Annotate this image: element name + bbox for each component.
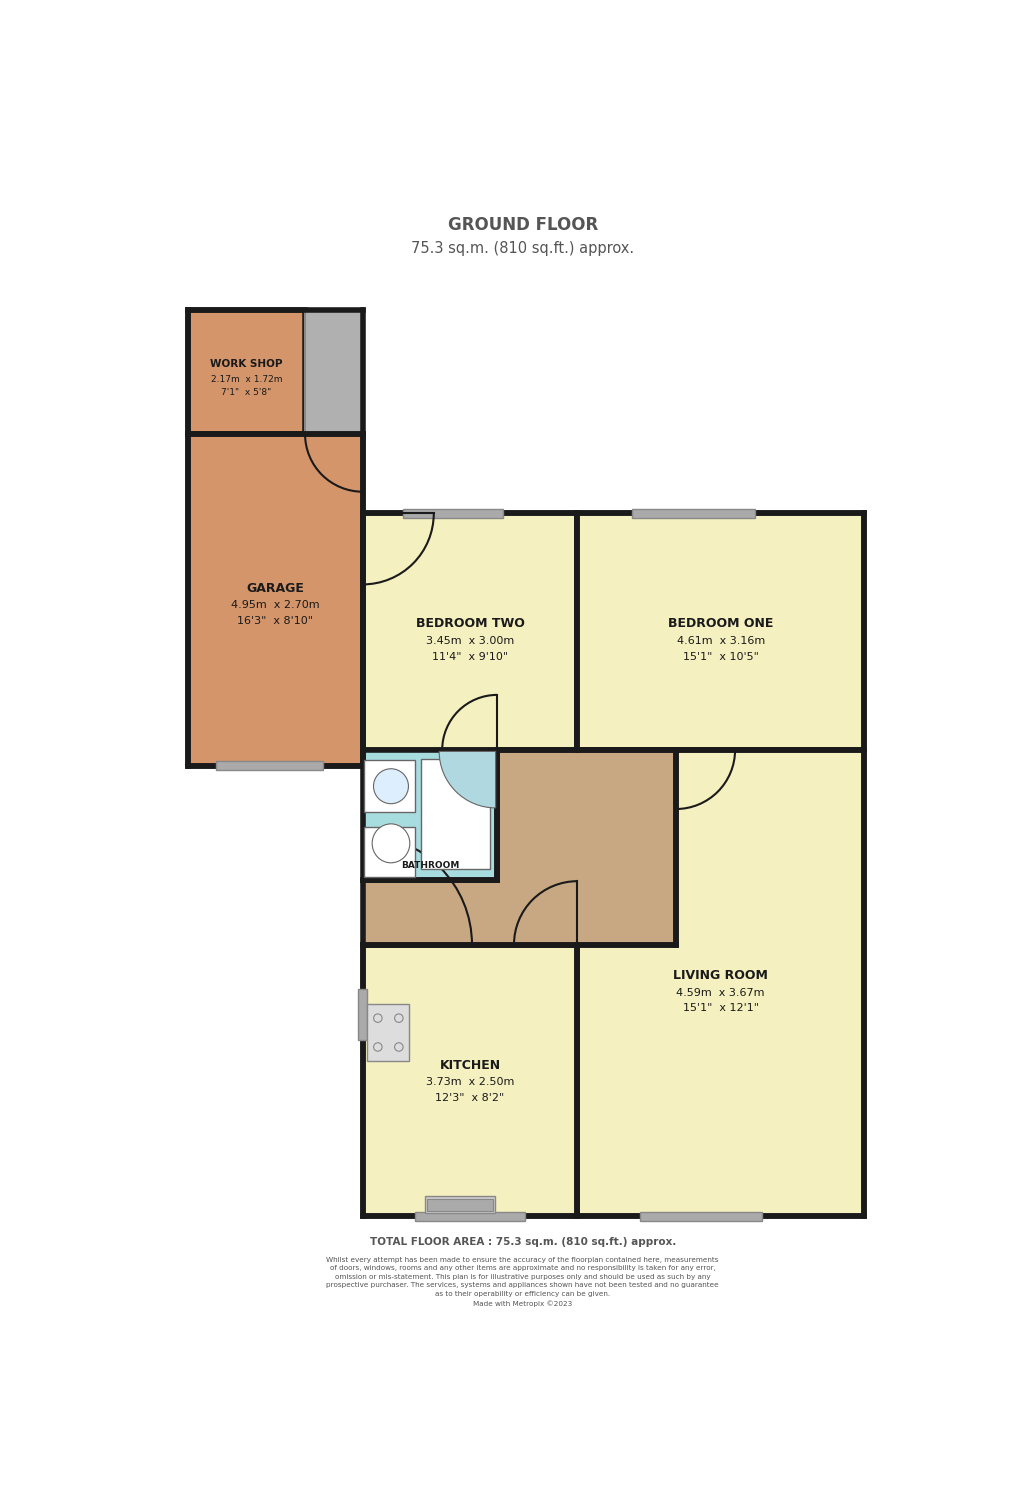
Polygon shape <box>305 310 363 435</box>
Text: GARAGE: GARAGE <box>247 582 304 595</box>
Bar <box>420 758 490 869</box>
Text: 15'1"  x 12'1": 15'1" x 12'1" <box>682 1003 758 1013</box>
Text: 75.3 sq.m. (810 sq.ft.) approx.: 75.3 sq.m. (810 sq.ft.) approx. <box>411 241 634 256</box>
Polygon shape <box>363 944 577 1217</box>
Ellipse shape <box>372 824 410 863</box>
Text: BEDROOM ONE: BEDROOM ONE <box>667 618 772 631</box>
Text: 16'3"  x 8'10": 16'3" x 8'10" <box>237 616 313 627</box>
Text: BATHROOM: BATHROOM <box>400 862 459 871</box>
Polygon shape <box>187 435 363 766</box>
Bar <box>358 989 367 1040</box>
Bar <box>639 1211 761 1222</box>
Bar <box>632 508 754 519</box>
Text: 4.61m  x 3.16m: 4.61m x 3.16m <box>676 636 764 646</box>
Text: 11'4"  x 9'10": 11'4" x 9'10" <box>432 652 507 661</box>
Text: GROUND FLOOR: GROUND FLOOR <box>447 216 597 234</box>
Text: TOTAL FLOOR AREA : 75.3 sq.m. (810 sq.ft.) approx.: TOTAL FLOOR AREA : 75.3 sq.m. (810 sq.ft… <box>369 1237 676 1247</box>
Polygon shape <box>363 750 676 944</box>
Polygon shape <box>577 513 863 750</box>
Bar <box>367 1004 409 1061</box>
Circle shape <box>373 769 408 803</box>
Text: Whilst every attempt has been made to ensure the accuracy of the floorplan conta: Whilst every attempt has been made to en… <box>326 1258 718 1307</box>
Wedge shape <box>439 751 495 808</box>
Text: 15'1"  x 10'5": 15'1" x 10'5" <box>682 652 758 661</box>
Text: 4.95m  x 2.70m: 4.95m x 2.70m <box>230 601 319 610</box>
Polygon shape <box>187 310 305 435</box>
Bar <box>364 827 415 877</box>
Bar <box>424 1196 494 1213</box>
Text: 7'1"  x 5'8": 7'1" x 5'8" <box>221 388 271 397</box>
Bar <box>415 1211 525 1222</box>
Text: 3.45m  x 3.00m: 3.45m x 3.00m <box>426 636 514 646</box>
Polygon shape <box>577 750 863 1217</box>
Bar <box>216 761 323 770</box>
Text: 3.73m  x 2.50m: 3.73m x 2.50m <box>426 1078 514 1087</box>
Bar <box>403 508 502 519</box>
Text: KITCHEN: KITCHEN <box>439 1058 500 1072</box>
Text: 12'3"  x 8'2": 12'3" x 8'2" <box>435 1093 504 1103</box>
Polygon shape <box>363 750 496 880</box>
Text: BEDROOM TWO: BEDROOM TWO <box>415 618 524 631</box>
Text: 2.17m  x 1.72m: 2.17m x 1.72m <box>211 375 282 384</box>
Bar <box>364 760 415 812</box>
Polygon shape <box>363 513 577 750</box>
Text: WORK SHOP: WORK SHOP <box>210 360 282 369</box>
Bar <box>427 1199 492 1211</box>
Text: LIVING ROOM: LIVING ROOM <box>673 968 767 982</box>
Polygon shape <box>363 513 411 766</box>
Text: 4.59m  x 3.67m: 4.59m x 3.67m <box>676 988 764 997</box>
